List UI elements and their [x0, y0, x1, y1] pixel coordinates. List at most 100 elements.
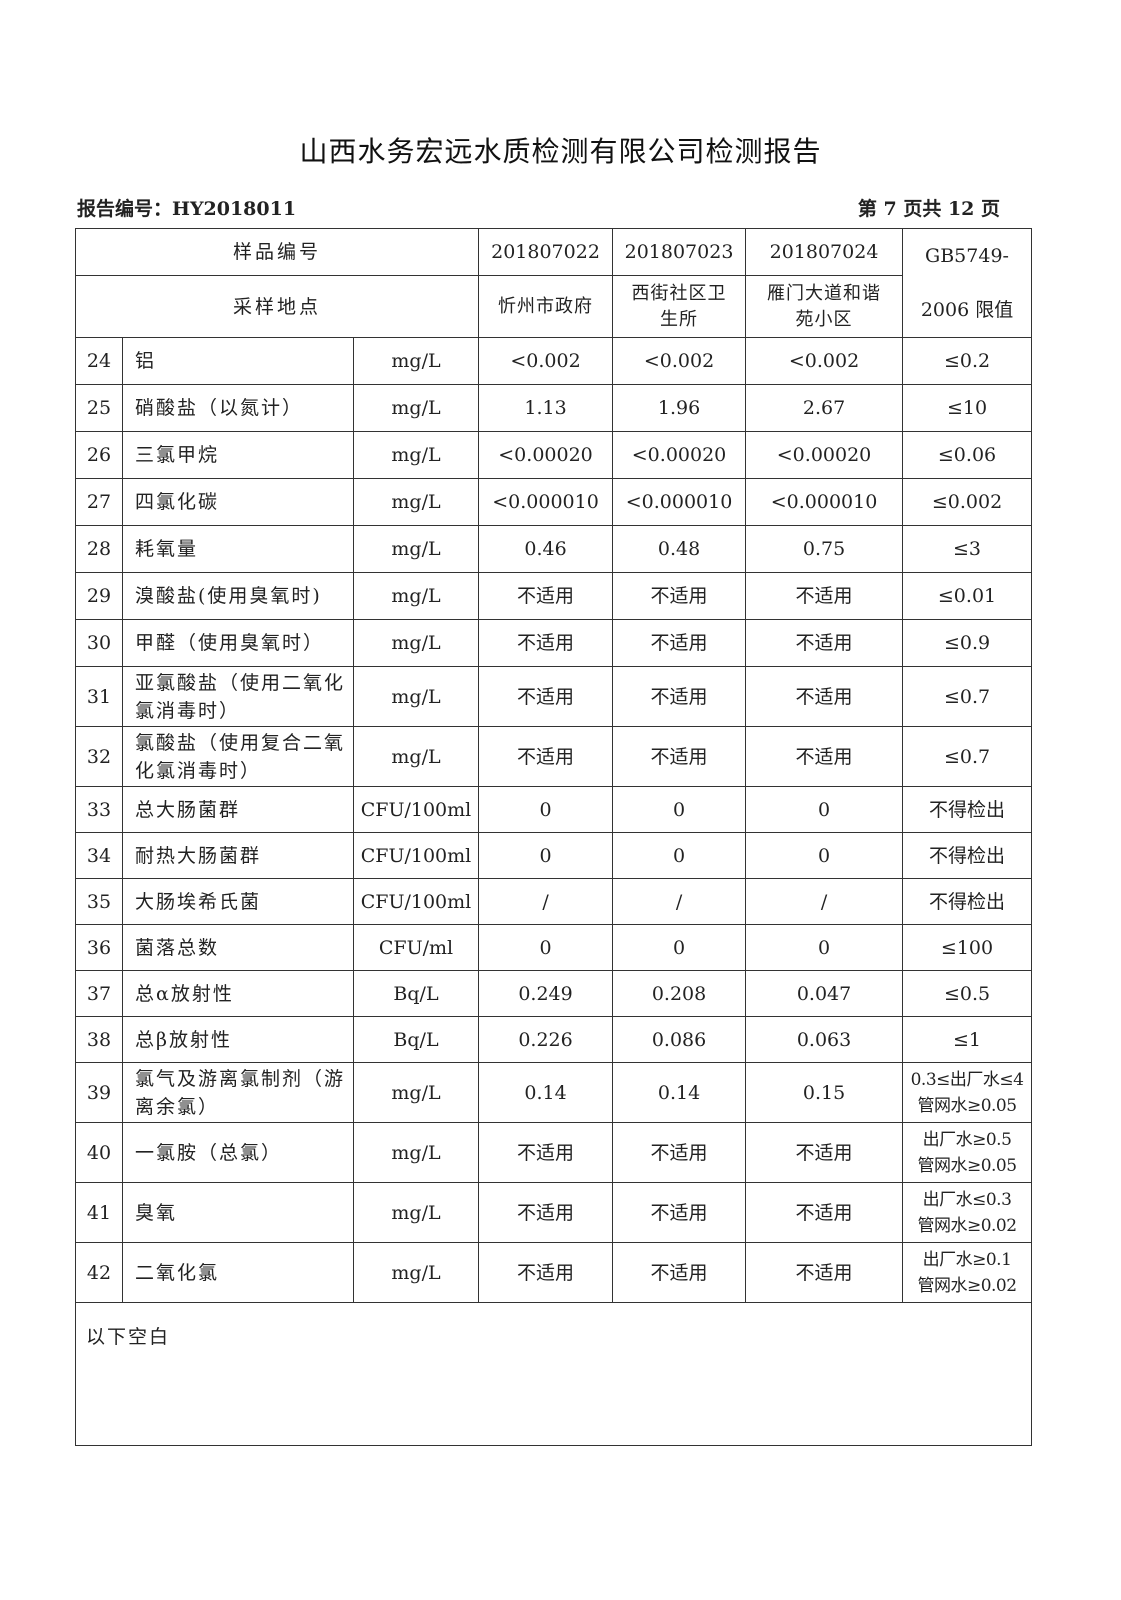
- result-value: 不适用: [478, 572, 614, 620]
- limit-value: 不得检出: [902, 786, 1033, 833]
- limit-value: ≤0.2: [902, 337, 1033, 385]
- unit: Bq/L: [352, 970, 480, 1017]
- result-value: 不适用: [745, 666, 904, 727]
- row-number: 42: [75, 1242, 123, 1303]
- table-row: 37 总α放射性 Bq/L 0.249 0.208 0.047 ≤0.5: [75, 970, 1033, 1017]
- result-value: 不适用: [745, 1242, 904, 1303]
- result-value: 不适用: [612, 619, 747, 667]
- result-value: 0.14: [612, 1062, 747, 1123]
- limit-header: GB5749- 2006 限值: [902, 228, 1033, 338]
- limit-value: 0.3≤出厂水≤4 管网水≥0.05: [902, 1062, 1033, 1123]
- item-name: 铝: [122, 337, 354, 385]
- result-value: 1.96: [612, 384, 747, 432]
- item-name: 一氯胺（总氯）: [122, 1122, 354, 1183]
- row-number: 39: [75, 1062, 123, 1123]
- result-value: 0.75: [745, 525, 904, 573]
- report-number: 报告编号：HY2018011: [77, 198, 297, 220]
- page-number: 第 7 页共 12 页: [857, 198, 1000, 220]
- unit: mg/L: [352, 1242, 480, 1303]
- limit-value: 不得检出: [902, 832, 1033, 879]
- result-value: <0.000010: [478, 478, 614, 526]
- unit: CFU/ml: [352, 924, 480, 971]
- result-value: 0.14: [478, 1062, 614, 1123]
- result-value: 不适用: [612, 726, 747, 787]
- row-number: 35: [75, 878, 123, 925]
- result-value: 不适用: [612, 666, 747, 727]
- item-name: 总大肠菌群: [122, 786, 354, 833]
- item-name: 总β放射性: [122, 1016, 354, 1063]
- table-row: 26 三氯甲烷 mg/L <0.00020 <0.00020 <0.00020 ≤0.06: [75, 431, 1033, 479]
- unit: mg/L: [352, 726, 480, 787]
- header-row-sample-no: 样品编号 201807022 201807023 201807024 GB574…: [74, 227, 1033, 338]
- limit-header-line2: 2006 限值: [920, 299, 1014, 321]
- header-row-location: 采样地点 忻州市政府 西街社区卫生所 雁门大道和谐苑小区: [74, 275, 1032, 338]
- table-row: 40 一氯胺（总氯） mg/L 不适用 不适用 不适用 出厂水≥0.5 管网水≥0.05: [75, 1122, 1033, 1183]
- sample-no: 201807024: [745, 227, 904, 277]
- result-value: <0.002: [612, 337, 747, 385]
- row-number: 38: [75, 1016, 123, 1063]
- sample-no: 201807022: [478, 227, 614, 277]
- table-row: 31 亚氯酸盐（使用二氧化氯消毒时） mg/L 不适用 不适用 不适用 ≤0.7: [75, 666, 1033, 727]
- result-value: 0: [745, 924, 904, 971]
- item-name: 臭氧: [122, 1182, 354, 1243]
- result-value: 0.086: [612, 1016, 747, 1063]
- limit-value: ≤0.06: [902, 431, 1033, 479]
- table-row: 30 甲醛（使用臭氧时） mg/L 不适用 不适用 不适用 ≤0.9: [75, 619, 1033, 667]
- row-number: 24: [75, 337, 123, 385]
- unit: CFU/100ml: [352, 832, 480, 879]
- result-value: 不适用: [612, 572, 747, 620]
- item-name: 菌落总数: [122, 924, 354, 971]
- limit-value: ≤100: [902, 924, 1033, 971]
- limit-value: 不得检出: [902, 878, 1033, 925]
- unit: mg/L: [352, 1122, 480, 1183]
- result-value: 0: [478, 832, 614, 879]
- result-value: 不适用: [478, 666, 614, 727]
- result-value: 不适用: [612, 1182, 747, 1243]
- row-number: 36: [75, 924, 123, 971]
- limit-value: ≤0.7: [902, 726, 1033, 787]
- unit: mg/L: [352, 525, 480, 573]
- table-row: 39 氯气及游离氯制剂（游离余氯） mg/L 0.14 0.14 0.15 0.3≤出厂水≤…: [75, 1062, 1033, 1123]
- result-value: 不适用: [478, 1182, 614, 1243]
- row-number: 30: [75, 619, 123, 667]
- row-number: 27: [75, 478, 123, 526]
- table-row: 25 硝酸盐（以氮计） mg/L 1.13 1.96 2.67 ≤10: [75, 384, 1033, 432]
- unit: mg/L: [352, 572, 480, 620]
- result-value: 0.46: [478, 525, 614, 573]
- unit: mg/L: [352, 619, 480, 667]
- table-row: 24 铝 mg/L <0.002 <0.002 <0.002 ≤0.2: [75, 337, 1033, 385]
- result-value: 0: [612, 786, 747, 833]
- location-label: 采样地点: [74, 275, 480, 338]
- result-value: <0.002: [745, 337, 904, 385]
- footer-note: 以下空白: [74, 1302, 1033, 1446]
- limit-value: ≤0.7: [902, 666, 1033, 727]
- result-value: <0.00020: [612, 431, 747, 479]
- result-value: 0: [612, 924, 747, 971]
- table-row: 41 臭氧 mg/L 不适用 不适用 不适用 出厂水≤0.3 管网水≥0.02: [75, 1182, 1033, 1243]
- limit-value: 出厂水≥0.1 管网水≥0.02: [902, 1242, 1033, 1303]
- item-name: 二氧化氯: [122, 1242, 354, 1303]
- row-number: 32: [75, 726, 123, 787]
- unit: CFU/100ml: [352, 878, 480, 925]
- unit: mg/L: [352, 431, 480, 479]
- result-value: 0.208: [612, 970, 747, 1017]
- sample-no: 201807023: [612, 227, 747, 277]
- unit: mg/L: [352, 384, 480, 432]
- result-value: 0.48: [612, 525, 747, 573]
- row-number: 37: [75, 970, 123, 1017]
- item-name: 甲醛（使用臭氧时）: [122, 619, 354, 667]
- table-row: 42 二氧化氯 mg/L 不适用 不适用 不适用 出厂水≥0.1 管网水≥0.02: [75, 1242, 1033, 1303]
- sample-location: 忻州市政府: [478, 275, 614, 338]
- limit-value: 出厂水≥0.5 管网水≥0.05: [902, 1122, 1033, 1183]
- item-name: 氯酸盐（使用复合二氧化氯消毒时）: [122, 726, 354, 787]
- table-row: 35 大肠埃希氏菌 CFU/100ml / / / 不得检出: [75, 878, 1033, 925]
- report-title: 山西水务宏远水质检测有限公司检测报告: [299, 135, 822, 168]
- row-number: 31: [75, 666, 123, 727]
- result-value: <0.00020: [745, 431, 904, 479]
- item-name: 耗氧量: [122, 525, 354, 573]
- row-number: 25: [75, 384, 123, 432]
- table-row: 33 总大肠菌群 CFU/100ml 0 0 0 不得检出: [75, 786, 1033, 833]
- unit: mg/L: [352, 1062, 480, 1123]
- limit-header-line1: GB5749-: [925, 245, 1009, 267]
- result-value: 0.226: [478, 1016, 614, 1063]
